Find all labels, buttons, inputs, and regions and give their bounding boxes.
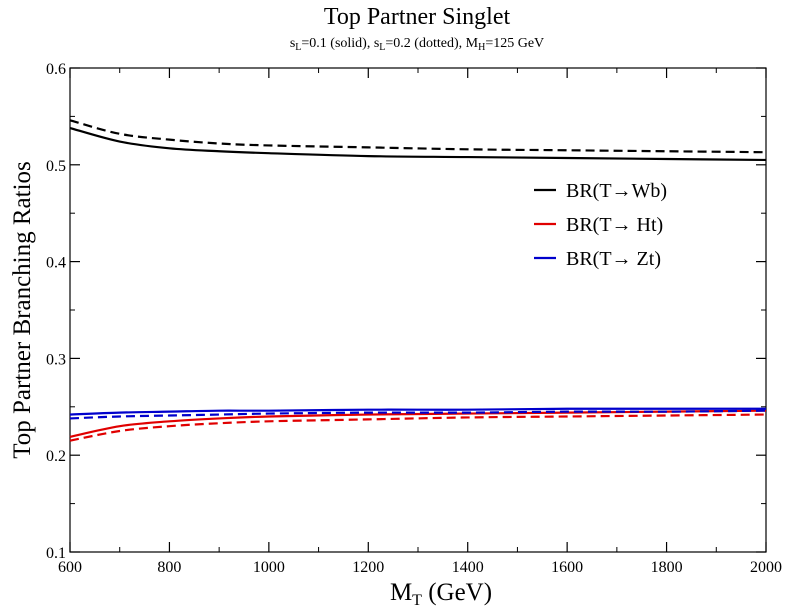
series-lines <box>69 119 767 442</box>
y-axis-label: Top Partner Branching Ratios <box>9 161 36 459</box>
y-tick-label: 0.1 <box>46 545 66 562</box>
x-label-main: M <box>390 579 412 606</box>
chart-title: Top Partner Singlet <box>324 4 511 30</box>
subtitle-text: =0.1 (solid), s <box>301 36 379 51</box>
x-label-subscript: T <box>412 592 422 609</box>
x-tick-label: 1800 <box>651 559 683 576</box>
x-tick-label: 600 <box>58 559 82 576</box>
legend: BR(T→Wb) BR(T→ Ht) BR(T→ Zt) <box>534 180 667 270</box>
x-tick-label: 1600 <box>551 559 583 576</box>
x-tick-label: 1000 <box>253 559 285 576</box>
legend-label: BR(T→ Ht) <box>566 214 663 236</box>
subtitle-subscript: H <box>478 42 485 53</box>
subtitle-text: s <box>290 36 295 51</box>
subtitle-text: =0.2 (dotted), M <box>385 36 478 51</box>
tick-labels: 600 800 1000 1200 1400 1600 1800 2000 0.1 0.2 0.3 0… <box>46 61 782 576</box>
x-tick-label: 1200 <box>352 559 384 576</box>
subtitle-subscript: L <box>379 42 385 53</box>
series-line-1-dashed <box>69 119 767 154</box>
y-tick-label: 0.4 <box>46 255 66 272</box>
x-label-rest: (GeV) <box>422 579 492 606</box>
x-tick-label: 1400 <box>452 559 484 576</box>
subtitle-subscript: L <box>295 42 301 53</box>
series-line-0-solid <box>69 126 767 162</box>
chart-subtitle: sL=0.1 (solid), sL=0.2 (dotted), MH=125 … <box>290 36 544 53</box>
x-axis-label: MT (GeV) <box>390 579 492 609</box>
y-tick-label: 0.5 <box>46 158 66 175</box>
legend-label: BR(T→Wb) <box>566 180 667 202</box>
y-tick-label: 0.2 <box>46 448 66 465</box>
x-tick-label: 800 <box>157 559 181 576</box>
axis-ticks <box>69 67 767 553</box>
x-tick-label: 2000 <box>750 559 782 576</box>
y-tick-label: 0.6 <box>46 61 66 78</box>
subtitle-text: =125 GeV <box>485 36 544 51</box>
series-line-4-solid <box>69 407 766 416</box>
series-line-5-dashed <box>69 409 767 420</box>
legend-label: BR(T→ Zt) <box>566 248 661 270</box>
y-tick-label: 0.3 <box>46 351 66 368</box>
series-line-3-dashed <box>69 413 767 442</box>
